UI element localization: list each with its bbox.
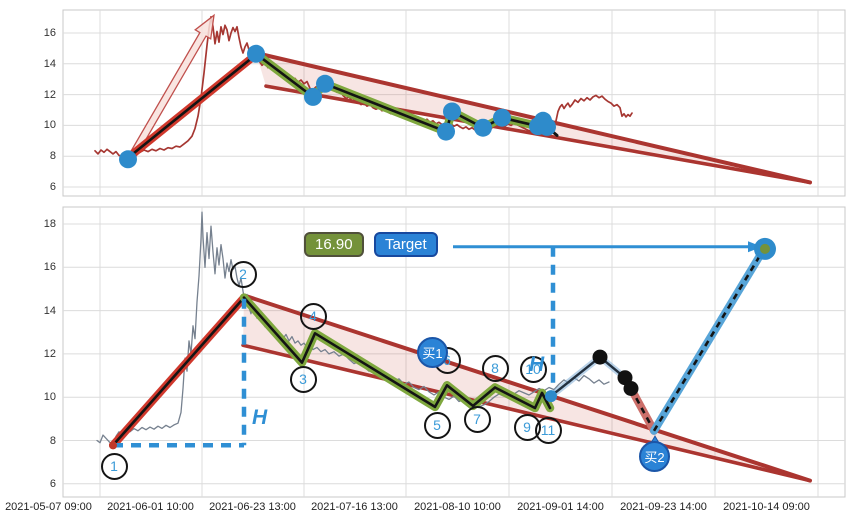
top-y-axis-label: 12 [43, 88, 56, 101]
x-axis-label: 2021-06-01 10:00 [107, 501, 194, 513]
wave-number-circle-8: 8 [481, 354, 509, 382]
wave-point-dot [443, 102, 461, 121]
wave-point-dot [474, 118, 492, 137]
pivot-dot [545, 390, 557, 403]
bottom-y-axis-label: 14 [43, 304, 56, 317]
top-y-axis-label: 6 [49, 181, 56, 193]
wave-number-circle-10: 10 [519, 355, 547, 383]
buy1-marker[interactable]: 买1 [417, 337, 448, 368]
wave-point-dot [119, 150, 137, 169]
wave-point-dot [538, 117, 556, 136]
buy2-marker[interactable]: 买2 [639, 441, 670, 472]
wave-point-dot [493, 108, 511, 127]
x-axis-label: 2021-08-10 10:00 [414, 501, 501, 513]
wave-number-circle-3: 3 [289, 365, 317, 393]
wave-point-dot [316, 74, 334, 93]
wave-number-circle-5: 5 [423, 411, 451, 439]
height-label-2: H [529, 353, 545, 376]
x-axis-label: 2021-07-16 13:00 [311, 501, 398, 513]
wave-number-circle-4: 4 [299, 302, 327, 330]
top-y-axis-label: 10 [43, 119, 56, 132]
bottom-y-axis-label: 18 [43, 218, 56, 230]
x-axis-label: 2021-10-14 09:00 [723, 501, 810, 513]
bottom-y-axis-label: 6 [49, 477, 56, 490]
wave-number-circle-1: 1 [100, 452, 128, 480]
bottom-y-axis-label: 16 [43, 261, 56, 274]
wave-point-dot [437, 122, 455, 141]
height-label-1: H [252, 406, 268, 429]
x-axis-label: 2021-09-23 14:00 [620, 501, 707, 513]
bottom-y-axis-label: 10 [43, 391, 56, 404]
wave-point-dot [247, 44, 265, 63]
top-y-axis-label: 14 [43, 57, 56, 70]
top-y-axis-label: 16 [43, 27, 56, 39]
wave-number-circle-2: 2 [229, 260, 257, 288]
projection-arrow [129, 13, 215, 158]
wave-number-circle-9: 9 [513, 413, 541, 441]
wave-point-dot [304, 87, 322, 106]
wave-start-dot [109, 441, 117, 450]
x-axis-label: 2021-09-01 14:00 [517, 501, 604, 513]
x-axis-label: 2021-06-23 13:00 [209, 501, 296, 513]
forecast-dot [623, 381, 639, 396]
price-target-label[interactable]: 16.90 [304, 232, 364, 257]
wave-number-circle-7: 7 [463, 405, 491, 433]
top-y-axis-label: 8 [49, 150, 56, 163]
target-point-inner [760, 243, 770, 254]
bottom-y-axis-label: 8 [49, 434, 56, 447]
x-axis-label: 2021-05-07 09:00 [5, 501, 92, 513]
bottom-y-axis-label: 12 [43, 347, 56, 360]
forecast-dot [592, 349, 608, 365]
target-label[interactable]: Target [374, 232, 438, 257]
